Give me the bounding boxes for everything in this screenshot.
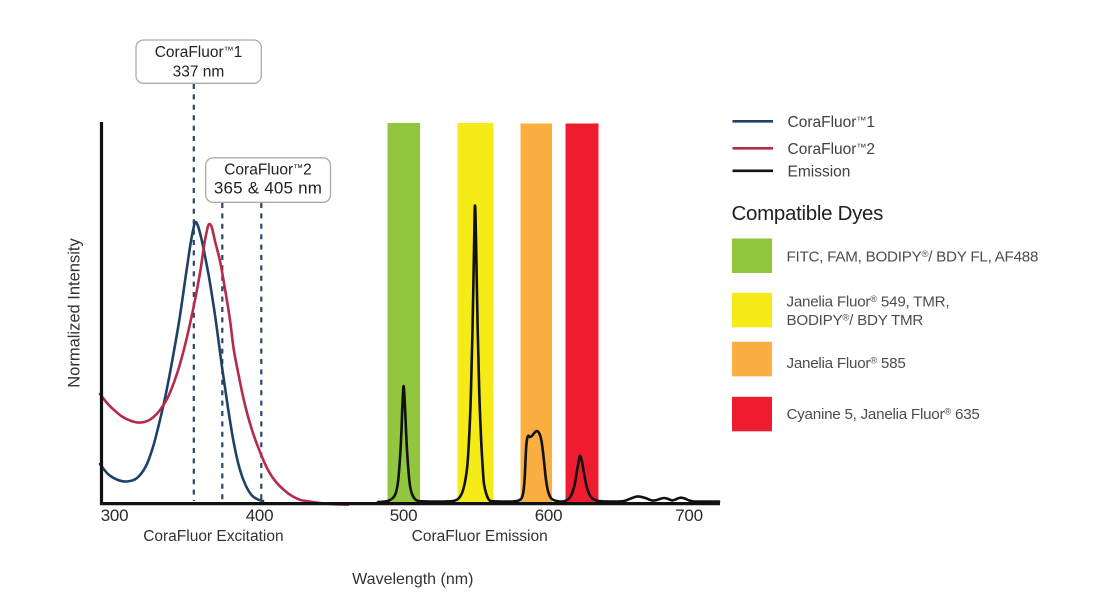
svg-text:CoraFluor Excitation: CoraFluor Excitation — [143, 528, 283, 545]
svg-text:CoraFluor™2: CoraFluor™2 — [224, 162, 312, 179]
svg-text:400: 400 — [246, 506, 273, 525]
svg-text:337 nm: 337 nm — [173, 63, 225, 80]
svg-text:700: 700 — [675, 506, 702, 525]
svg-text:Wavelength (nm): Wavelength (nm) — [352, 571, 473, 588]
svg-text:CoraFluor™2: CoraFluor™2 — [788, 141, 876, 158]
svg-text:BODIPY®/ BDY TMR: BODIPY®/ BDY TMR — [787, 312, 924, 329]
svg-text:CoraFluor™1: CoraFluor™1 — [788, 114, 876, 131]
svg-text:300: 300 — [101, 506, 128, 525]
svg-text:Compatible Dyes: Compatible Dyes — [732, 202, 884, 225]
svg-text:Emission: Emission — [788, 164, 851, 181]
svg-text:600: 600 — [535, 506, 562, 525]
svg-text:365 & 405 nm: 365 & 405 nm — [214, 179, 322, 198]
svg-text:Cyanine 5, Janelia Fluor® 635: Cyanine 5, Janelia Fluor® 635 — [787, 406, 980, 423]
svg-text:500: 500 — [390, 506, 417, 525]
svg-text:CoraFluor Emission: CoraFluor Emission — [412, 528, 548, 545]
svg-text:CoraFluor™1: CoraFluor™1 — [155, 44, 243, 61]
svg-text:Janelia Fluor® 549, TMR,: Janelia Fluor® 549, TMR, — [787, 293, 950, 310]
svg-text:FITC, FAM, BODIPY®/ BDY FL, AF: FITC, FAM, BODIPY®/ BDY FL, AF488 — [787, 248, 1039, 265]
svg-text:Normalized Intensity: Normalized Intensity — [66, 238, 84, 388]
svg-text:Janelia Fluor® 585: Janelia Fluor® 585 — [787, 355, 906, 372]
